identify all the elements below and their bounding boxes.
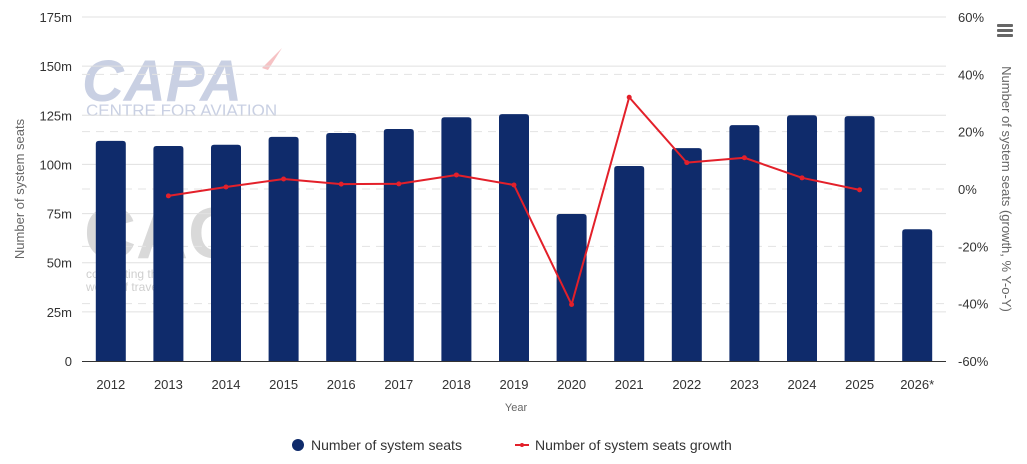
growth-point-2013[interactable] [165,193,171,199]
growth-point-2014[interactable] [223,184,229,190]
y-axis-right-ticks: -60% -40% -20% 0% 20% 40% 60% [958,10,989,369]
y-axis-right-title: Number of system seats (growth, % Y-o-Y) [999,66,1014,312]
bar-2014[interactable] [211,144,241,361]
y-right-tick-label: 0% [958,182,977,197]
x-axis-ticks: 2012 2013 2014 2015 2016 2017 2018 2019 2020 2021… [96,377,934,392]
x-tick-label: 2020 [557,377,586,392]
y-left-tick-label: 75m [47,207,72,222]
bar-2012[interactable] [95,140,126,361]
x-tick-label: 2024 [788,377,817,392]
bar-2026[interactable] [902,229,933,361]
growth-point-2015[interactable] [281,176,287,182]
growth-point-2017[interactable] [396,181,402,187]
bar-2022[interactable] [671,148,702,361]
y-right-tick-label: -40% [958,297,989,312]
x-tick-label: 2019 [500,377,529,392]
legend-label-seats: Number of system seats [311,437,462,453]
x-axis-title: Year [505,402,528,414]
watermark-plane-icon [262,48,282,70]
x-tick-label: 2026* [900,377,934,392]
menu-bar [997,29,1013,32]
x-tick-label: 2022 [672,377,701,392]
growth-point-2021[interactable] [626,94,632,100]
growth-point-2022[interactable] [684,160,690,166]
y-left-tick-label: 175m [39,10,72,25]
watermark-capa-tagline: CENTRE FOR AVIATION [86,101,277,120]
bars-series [95,114,933,362]
growth-point-2016[interactable] [338,181,344,187]
bar-2016[interactable] [326,132,357,361]
y-axis-left-title: Number of system seats [12,118,27,259]
y-right-tick-label: 40% [958,67,984,82]
watermark-capa-logo: CAPA [82,49,242,114]
bar-2018[interactable] [441,117,472,361]
y-left-tick-label: 150m [39,59,72,74]
y-right-tick-label: 60% [958,10,984,25]
x-tick-label: 2025 [845,377,874,392]
x-tick-label: 2018 [442,377,471,392]
menu-bar [997,24,1013,27]
bar-2021[interactable] [614,166,645,361]
bar-2020[interactable] [556,213,587,361]
y-left-tick-label: 100m [39,157,72,172]
y-right-tick-label: -60% [958,354,989,369]
bar-2013[interactable] [153,145,184,361]
legend-item-growth[interactable]: Number of system seats growth [515,437,732,453]
y-right-tick-label: 20% [958,125,984,140]
x-tick-label: 2021 [615,377,644,392]
bar-2019[interactable] [499,114,529,361]
bar-2025[interactable] [844,116,875,362]
growth-point-2019[interactable] [511,182,517,188]
line-series [165,94,863,308]
x-tick-label: 2012 [96,377,125,392]
growth-point-2023[interactable] [741,155,747,161]
y-left-tick-label: 50m [47,256,72,271]
bar-2023[interactable] [729,125,760,361]
x-tick-label: 2023 [730,377,759,392]
bar-2015[interactable] [268,136,299,361]
legend-symbol-marker-icon [520,443,524,447]
growth-point-2020[interactable] [569,302,575,308]
y-left-tick-label: 125m [39,108,72,123]
y-left-tick-label: 25m [47,305,72,320]
x-tick-label: 2015 [269,377,298,392]
x-tick-label: 2013 [154,377,183,392]
growth-point-2018[interactable] [453,172,459,178]
legend: Number of system seats Number of system … [292,437,732,453]
bar-2024[interactable] [787,115,817,362]
x-tick-label: 2014 [212,377,241,392]
x-tick-label: 2017 [384,377,413,392]
growth-point-2024[interactable] [799,175,805,181]
growth-point-2025[interactable] [857,187,863,193]
hamburger-menu-icon[interactable] [997,24,1013,38]
legend-label-growth: Number of system seats growth [535,437,732,453]
y-axis-left-ticks: 0 25m 50m 75m 100m 125m 150m 175m [39,10,72,369]
y-right-tick-label: -20% [958,239,989,254]
bar-2017[interactable] [383,129,414,361]
menu-bar [997,34,1013,37]
legend-item-seats[interactable]: Number of system seats [292,437,462,453]
x-tick-label: 2016 [327,377,356,392]
legend-symbol-circle-icon [292,439,304,451]
y-left-tick-label: 0 [65,354,72,369]
